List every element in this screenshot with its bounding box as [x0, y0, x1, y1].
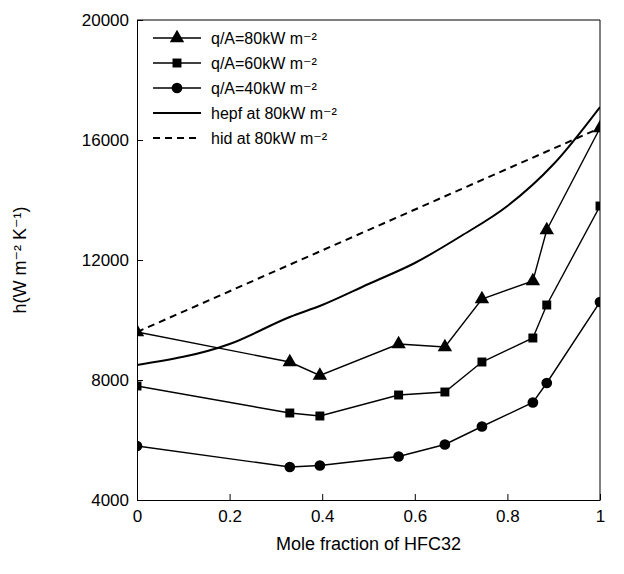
x-axis-title: Mole fraction of HFC32 — [276, 534, 461, 554]
y-tick-label: 4000 — [91, 491, 129, 510]
x-tick: 0.2 — [218, 494, 242, 526]
series-line — [137, 302, 600, 467]
series-line — [137, 128, 600, 332]
series-marker — [477, 358, 486, 367]
series-marker — [393, 451, 404, 462]
legend-item: q/A=60kW m⁻² — [153, 55, 317, 72]
series-line — [137, 206, 600, 416]
legend-swatch — [153, 112, 201, 114]
legend-label: q/A=40kW m⁻² — [211, 80, 317, 97]
y-tick: 20000 — [82, 11, 143, 30]
series-marker — [595, 297, 600, 308]
y-tick: 12000 — [82, 251, 143, 270]
series-marker — [391, 336, 405, 348]
series-marker — [593, 120, 600, 132]
y-tick-mark — [137, 20, 143, 21]
x-tick-mark — [507, 494, 508, 500]
y-tick-label: 12000 — [82, 251, 129, 270]
y-tick-mark — [137, 260, 143, 261]
y-axis-title: h(W m⁻² K⁻¹) — [10, 207, 30, 314]
y-tick-mark — [137, 140, 143, 141]
x-tick-mark — [600, 494, 601, 500]
series-marker — [283, 354, 297, 366]
y-tick-label: 16000 — [82, 131, 129, 150]
plot: 0 0.2 0.4 0.6 0.8 1 4000 8000 12000 16000 20000 q/A… — [82, 11, 607, 526]
y-tick-mark — [137, 380, 143, 381]
series-marker — [477, 421, 488, 432]
chart: 0 0.2 0.4 0.6 0.8 1 4000 8000 12000 16000 20000 q/A… — [0, 0, 624, 574]
legend-marker — [172, 83, 183, 94]
x-axis-line — [138, 500, 601, 501]
series-marker — [394, 391, 403, 400]
x-tick-mark — [415, 494, 416, 500]
x-tick: 0.8 — [496, 494, 520, 526]
y-axis: 4000 8000 12000 16000 20000 — [82, 11, 143, 510]
data-layer — [137, 107, 600, 472]
legend-swatch — [153, 137, 201, 139]
legend-item: hid at 80kW m⁻² — [153, 130, 328, 147]
series-marker — [540, 222, 554, 234]
x-axis: 0 0.2 0.4 0.6 0.8 1 — [133, 494, 605, 526]
frame — [600, 20, 601, 500]
x-tick-label: 1 — [596, 507, 605, 526]
x-tick-label: 0.2 — [218, 507, 242, 526]
series-marker — [284, 462, 295, 473]
series-line — [137, 128, 600, 376]
legend-label: hepf at 80kW m⁻² — [211, 105, 337, 122]
series-marker — [137, 382, 141, 391]
series-marker — [315, 460, 326, 471]
x-tick-mark — [230, 494, 231, 500]
series-marker — [440, 388, 449, 397]
x-tick-label: 0.8 — [496, 507, 520, 526]
legend-item: hepf at 80kW m⁻² — [153, 105, 337, 122]
x-tick-label: 0.4 — [311, 507, 335, 526]
series-marker — [526, 273, 540, 285]
x-tick-label: 0.6 — [403, 507, 427, 526]
y-tick-label: 8000 — [91, 371, 129, 390]
x-tick-mark — [322, 494, 323, 500]
series-marker — [440, 439, 451, 450]
series-marker — [315, 412, 324, 421]
legend-label: hid at 80kW m⁻² — [211, 130, 328, 147]
y-tick: 16000 — [82, 131, 143, 150]
y-tick: 4000 — [91, 491, 143, 510]
series-marker — [596, 202, 600, 211]
series-marker — [285, 409, 294, 418]
legend-marker — [170, 30, 184, 42]
x-tick: 0.6 — [403, 494, 427, 526]
y-tick-mark — [137, 500, 143, 501]
x-tick: 0.4 — [311, 494, 335, 526]
x-tick-label: 0 — [133, 507, 142, 526]
series-marker — [541, 378, 552, 389]
legend-label: q/A=80kW m⁻² — [211, 30, 317, 47]
y-tick-label: 20000 — [82, 11, 129, 30]
series-marker — [528, 334, 537, 343]
legend-marker — [173, 59, 182, 68]
series-marker — [542, 301, 551, 310]
series-marker — [313, 367, 327, 379]
series-marker — [475, 291, 489, 303]
legend-item: q/A=40kW m⁻² — [153, 80, 317, 97]
series-line — [137, 107, 600, 365]
legend-label: q/A=60kW m⁻² — [211, 55, 317, 72]
legend: q/A=80kW m⁻² q/A=60kW m⁻² q/A=40kW m⁻² hepf… — [153, 30, 337, 147]
series-marker — [137, 441, 142, 452]
y-tick: 8000 — [91, 371, 143, 390]
series-marker — [528, 397, 539, 408]
frame — [137, 20, 600, 21]
x-tick: 1 — [596, 494, 605, 526]
series-marker — [438, 339, 452, 351]
legend-item: q/A=80kW m⁻² — [153, 30, 317, 47]
